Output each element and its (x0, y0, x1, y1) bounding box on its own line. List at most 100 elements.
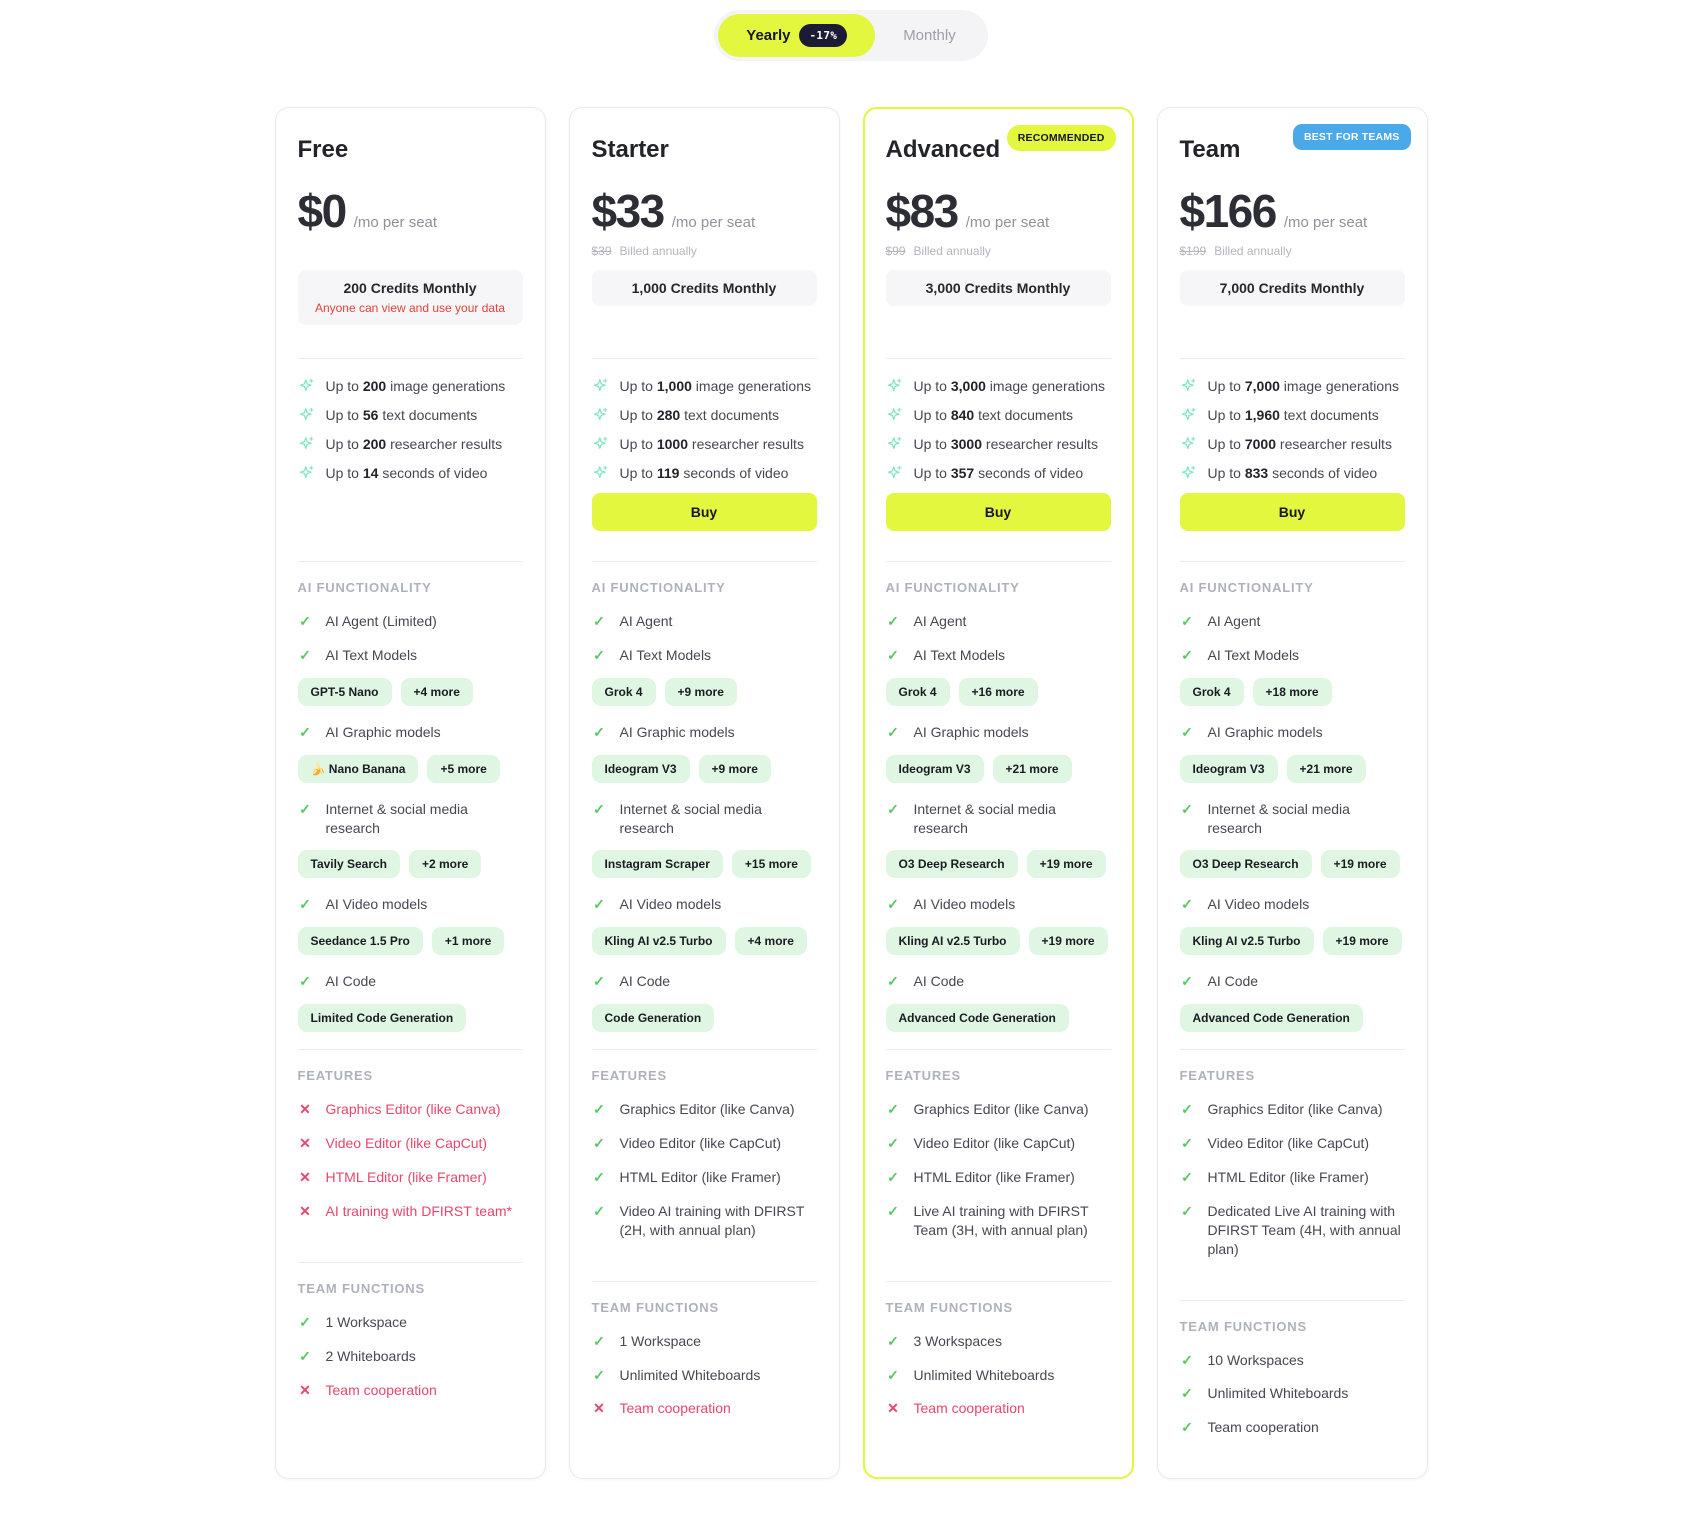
team-function-item-label: Unlimited Whiteboards (619, 1366, 761, 1383)
divider (591, 358, 817, 359)
more-pill[interactable]: +1 more (431, 927, 505, 956)
plan-card-free: Free $0/mo per seat 200 Credits Monthly Any… (274, 107, 546, 1480)
model-pill: Code Generation (591, 1004, 715, 1033)
more-pill[interactable]: +15 more (731, 850, 811, 879)
more-pill[interactable]: +21 more (1286, 754, 1366, 783)
feature-item-label: Video Editor (like CapCut) (619, 1135, 782, 1152)
ai-feature-item: ✓ AI Video models (886, 895, 1111, 914)
ai-feature-item: ✓ Internet & social media research (886, 800, 1111, 838)
ai-feature-item-label: Internet & social media research (913, 800, 1056, 836)
usage-item-text: Up to 7000 researcher results (1207, 435, 1392, 452)
team-function-item: ✓ 10 Workspaces (1180, 1351, 1405, 1370)
team-function-item: ✓ 1 Workspace (592, 1332, 817, 1351)
check-icon: ✓ (887, 1332, 899, 1349)
sparkle-icon (887, 436, 901, 450)
model-pill-row: Seedance 1.5 Pro +1 more (297, 927, 523, 956)
team-functions-list: ✓ 1 Workspace ✓ 2 Whiteboards ✕ Team cooperat… (298, 1313, 523, 1400)
feature-item: ✓ Video Editor (like CapCut) (592, 1134, 817, 1153)
more-pill[interactable]: +16 more (958, 677, 1038, 706)
plan-price: $83 (885, 185, 960, 237)
credits-amount: 1,000 Credits Monthly (631, 280, 777, 296)
old-price: $99 (885, 244, 906, 258)
ai-feature-item: ✓ AI Code (886, 972, 1111, 991)
more-pill[interactable]: +4 more (734, 927, 807, 956)
credits-box: 7,000 Credits Monthly (1179, 270, 1405, 306)
model-pill-row: O3 Deep Research +19 more (1179, 850, 1405, 879)
toggle-yearly[interactable]: Yearly -17% (718, 14, 876, 57)
usage-item-text: Up to 14 seconds of video (325, 464, 488, 481)
usage-list: Up to 1,000 image generations Up to 280 t… (592, 377, 817, 481)
sparkle-icon (1181, 465, 1195, 479)
feature-item-label: Graphics Editor (like Canva) (619, 1101, 795, 1118)
billing-note: Billed annually (619, 244, 697, 258)
usage-item-text: Up to 3,000 image generations (913, 377, 1105, 394)
credits-box: 1,000 Credits Monthly (591, 270, 817, 306)
usage-item: Up to 1,960 text documents (1180, 406, 1405, 423)
cross-icon: ✕ (299, 1202, 311, 1219)
ai-feature-item: ✓ AI Text Models (886, 646, 1111, 665)
feature-item-label: HTML Editor (like Framer) (619, 1169, 781, 1186)
ai-feature-item-label: AI Video models (619, 896, 722, 913)
model-pill: Advanced Code Generation (885, 1004, 1069, 1033)
usage-item-text: Up to 840 text documents (913, 406, 1074, 423)
buy-button[interactable]: Buy (1179, 493, 1405, 531)
pricing-cards: Free $0/mo per seat 200 Credits Monthly Any… (0, 107, 1702, 1539)
divider (1179, 1049, 1405, 1051)
check-icon: ✓ (1181, 1385, 1193, 1402)
more-pill[interactable]: +18 more (1252, 677, 1332, 706)
toggle-monthly-label: Monthly (903, 27, 956, 44)
more-pill[interactable]: +9 more (664, 677, 737, 706)
features-list: ✕ Graphics Editor (like Canva) ✕ Video Edit… (298, 1100, 523, 1221)
more-pill[interactable]: +5 more (427, 754, 500, 783)
ai-feature-item-label: AI Graphic models (325, 723, 441, 740)
buy-area: Buy (1179, 493, 1405, 549)
sparkle-icon (299, 407, 313, 421)
more-pill[interactable]: +4 more (400, 677, 473, 706)
check-icon: ✓ (1181, 1202, 1193, 1219)
team-function-item: ✕ Team cooperation (886, 1399, 1111, 1418)
sparkle-icon (1181, 436, 1195, 450)
more-pill[interactable]: +19 more (1028, 927, 1108, 956)
ai-feature-item: ✓ AI Agent (Limited) (298, 612, 523, 631)
ai-feature-item-label: AI Code (913, 973, 965, 990)
plan-title: Free (297, 136, 349, 163)
toggle-monthly[interactable]: Monthly (875, 17, 984, 54)
price-per-seat: /mo per seat (353, 214, 438, 231)
ai-feature-item: ✓ AI Video models (298, 895, 523, 914)
buy-button[interactable]: Buy (885, 493, 1111, 531)
team-function-item-label: Team cooperation (325, 1381, 437, 1398)
divider (297, 561, 523, 562)
more-pill[interactable]: +21 more (992, 754, 1072, 783)
model-pill: Kling AI v2.5 Turbo (591, 927, 726, 956)
check-icon: ✓ (1181, 1419, 1193, 1436)
buy-button[interactable]: Buy (591, 493, 817, 531)
usage-item: Up to 280 text documents (592, 406, 817, 423)
feature-item-label: Video Editor (like CapCut) (913, 1135, 1076, 1152)
section-header-team-functions: TEAM FUNCTIONS (1179, 1318, 1307, 1334)
more-pill[interactable]: +9 more (698, 754, 771, 783)
divider (885, 561, 1111, 562)
model-pill: Grok 4 (1179, 677, 1244, 706)
ai-feature-item-label: Internet & social media research (325, 800, 468, 836)
more-pill[interactable]: +2 more (409, 850, 482, 879)
price-row: $33/mo per seat (591, 184, 817, 237)
model-pill-row: GPT-5 Nano +4 more (297, 677, 523, 706)
usage-item: Up to 3,000 image generations (886, 377, 1111, 394)
ai-feature-item-label: AI Agent (Limited) (325, 613, 437, 629)
section-header-features: FEATURES (1179, 1068, 1255, 1084)
model-pill-row: Limited Code Generation (297, 1004, 523, 1033)
spacer (886, 1255, 1111, 1269)
price-per-seat: /mo per seat (671, 214, 756, 231)
cross-icon: ✕ (299, 1169, 311, 1186)
feature-item-label: Graphics Editor (like Canva) (913, 1101, 1089, 1118)
divider (885, 1049, 1111, 1051)
more-pill[interactable]: +19 more (1322, 927, 1402, 956)
sparkle-icon (593, 465, 607, 479)
section-header-ai-functionality: AI FUNCTIONALITY (297, 580, 432, 595)
feature-item: ✓ HTML Editor (like Framer) (886, 1168, 1111, 1187)
features-list: ✓ Graphics Editor (like Canva) ✓ Video Edit… (1180, 1100, 1405, 1258)
more-pill[interactable]: +19 more (1026, 850, 1106, 879)
more-pill[interactable]: +19 more (1320, 850, 1400, 879)
plan-price: $33 (591, 185, 666, 237)
